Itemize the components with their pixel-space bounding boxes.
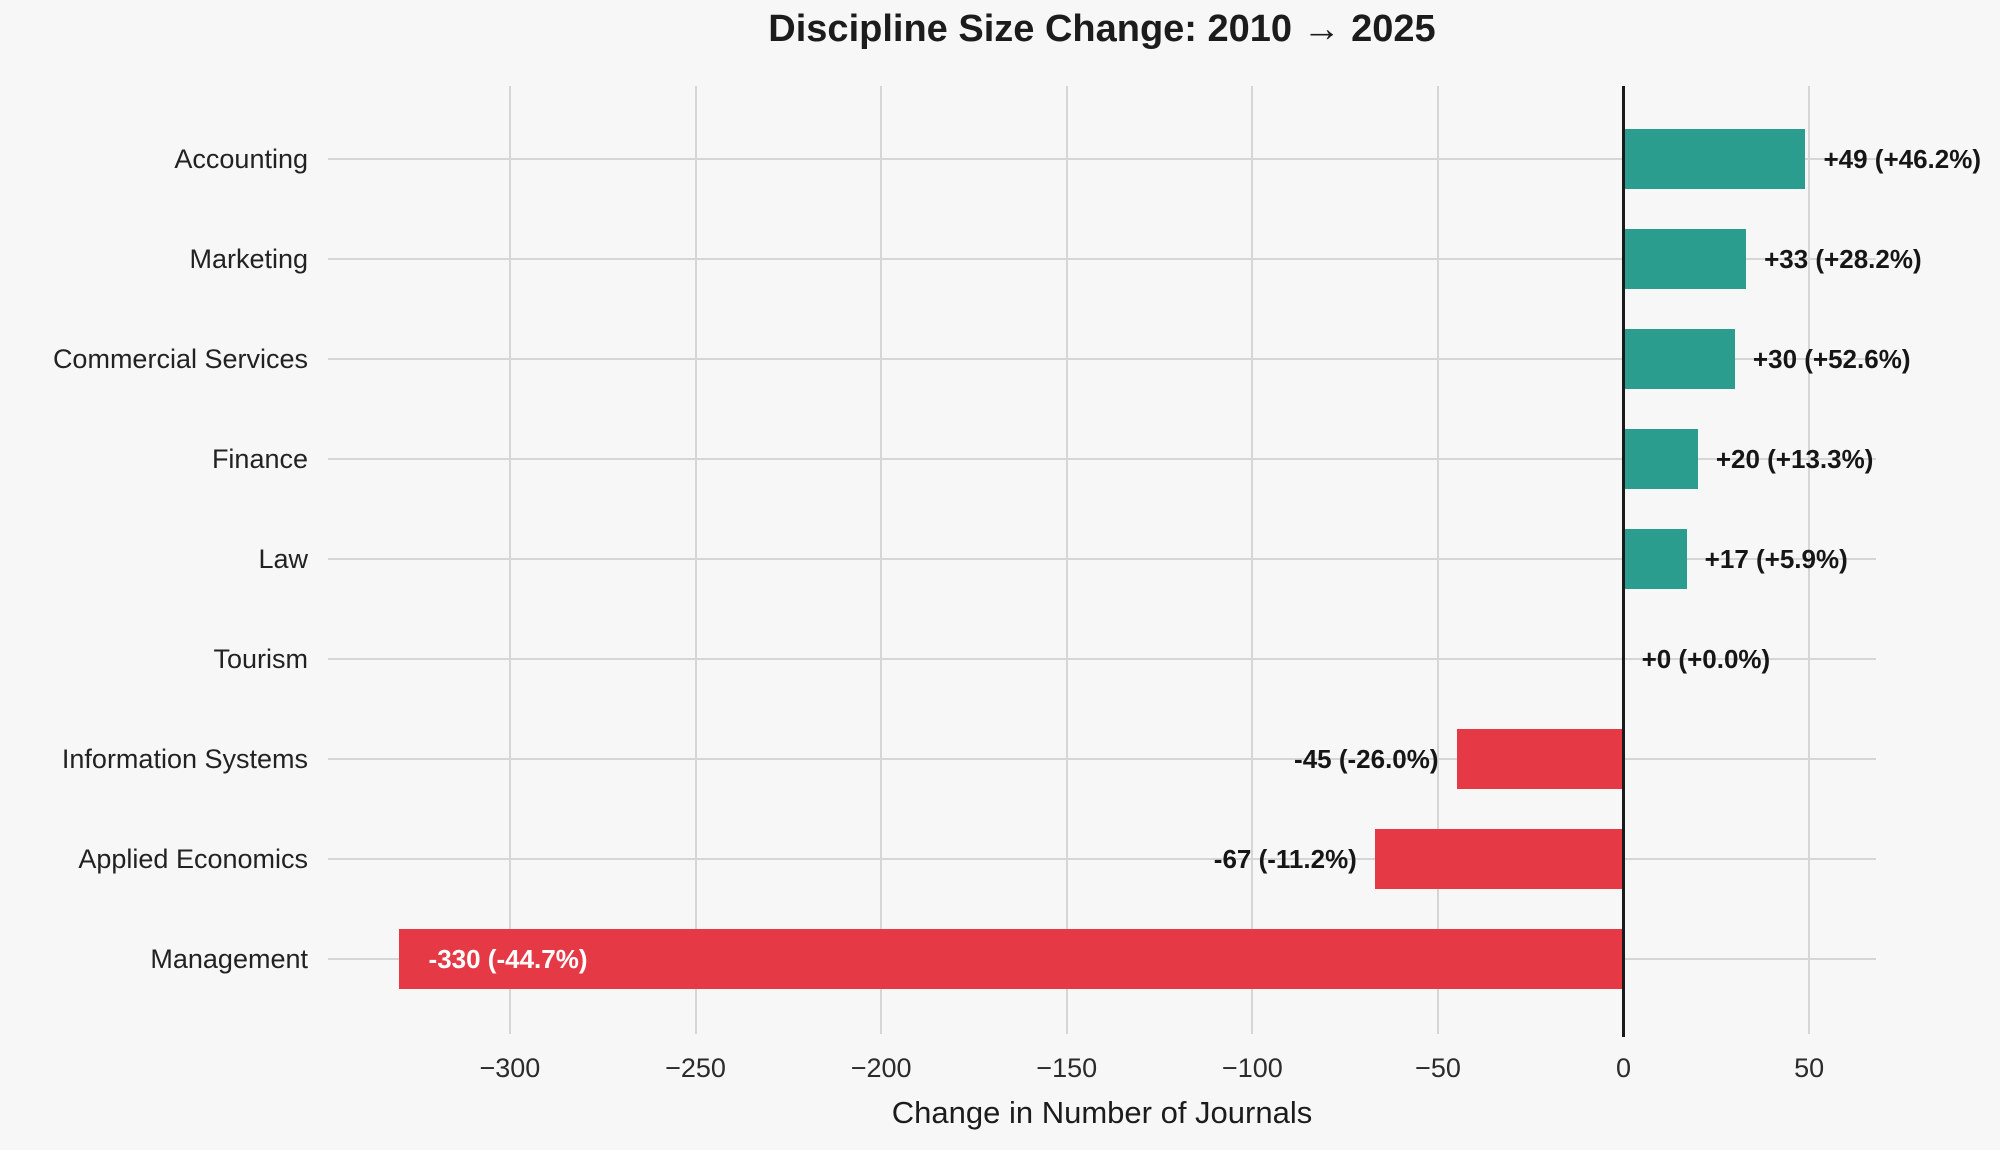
x-gridline--200 (880, 86, 883, 1034)
x-gridline--150 (1065, 86, 1068, 1034)
category-label-finance: Finance (211, 444, 308, 474)
x-axis-label: Change in Number of Journals (891, 1095, 1313, 1130)
bar-finance (1623, 429, 1698, 489)
category-label-management: Management (150, 944, 308, 974)
category-label-applied-economics: Applied Economics (78, 844, 308, 874)
y-gridline-information-systems (328, 758, 1876, 760)
bar-value-label-commercial-services: +30 (+52.6%) (1752, 344, 1911, 374)
x-tick-label: −50 (1415, 1053, 1461, 1083)
category-label-marketing: Marketing (189, 244, 308, 274)
bar-management (398, 929, 1624, 989)
category-label-information-systems: Information Systems (61, 744, 308, 774)
bar-applied-economics (1374, 829, 1624, 889)
x-tick-label: −100 (1221, 1053, 1283, 1083)
x-gridline--300 (508, 86, 511, 1034)
x-gridline--50 (1436, 86, 1439, 1034)
bar-value-label-law: +17 (+5.9%) (1704, 544, 1848, 574)
category-label-law: Law (258, 544, 308, 574)
category-label-accounting: Accounting (174, 144, 308, 174)
x-tick-label: −300 (479, 1053, 541, 1083)
bar-value-label-tourism: +0 (+0.0%) (1641, 644, 1771, 674)
y-gridline-finance (328, 458, 1876, 460)
bar-value-label-applied-economics: -67 (-11.2%) (1213, 844, 1357, 874)
y-gridline-tourism (328, 658, 1876, 660)
zero-axis-line (1622, 86, 1626, 1037)
x-tick-label: 50 (1794, 1053, 1825, 1083)
bar-value-label-accounting: +49 (+46.2%) (1823, 144, 1982, 174)
bar-law (1623, 529, 1687, 589)
chart-title: Discipline Size Change: 2010 → 2025 (768, 8, 1436, 50)
x-tick-label: −200 (850, 1053, 912, 1083)
bar-marketing (1623, 229, 1747, 289)
x-tick-label: 0 (1616, 1053, 1632, 1083)
x-gridline--250 (694, 86, 697, 1034)
x-tick-label: −150 (1036, 1053, 1098, 1083)
bar-accounting (1623, 129, 1806, 189)
x-gridline-50 (1808, 86, 1811, 1034)
y-gridline-marketing (328, 258, 1876, 260)
bar-value-label-management: -330 (-44.7%) (428, 944, 588, 974)
y-gridline-commercial-services (328, 358, 1876, 360)
x-gridline--100 (1251, 86, 1254, 1034)
bar-information-systems (1456, 729, 1624, 789)
y-gridline-applied-economics (328, 858, 1876, 860)
category-label-tourism: Tourism (213, 644, 308, 674)
bar-value-label-information-systems: -45 (-26.0%) (1294, 744, 1439, 774)
x-tick-label: −250 (665, 1053, 726, 1083)
bar-commercial-services (1623, 329, 1735, 389)
category-label-commercial-services: Commercial Services (52, 344, 308, 374)
bar-value-label-marketing: +33 (+28.2%) (1764, 244, 1922, 274)
y-gridline-accounting (328, 158, 1876, 160)
y-gridline-law (328, 558, 1876, 560)
bar-value-label-finance: +20 (+13.3%) (1715, 444, 1874, 474)
